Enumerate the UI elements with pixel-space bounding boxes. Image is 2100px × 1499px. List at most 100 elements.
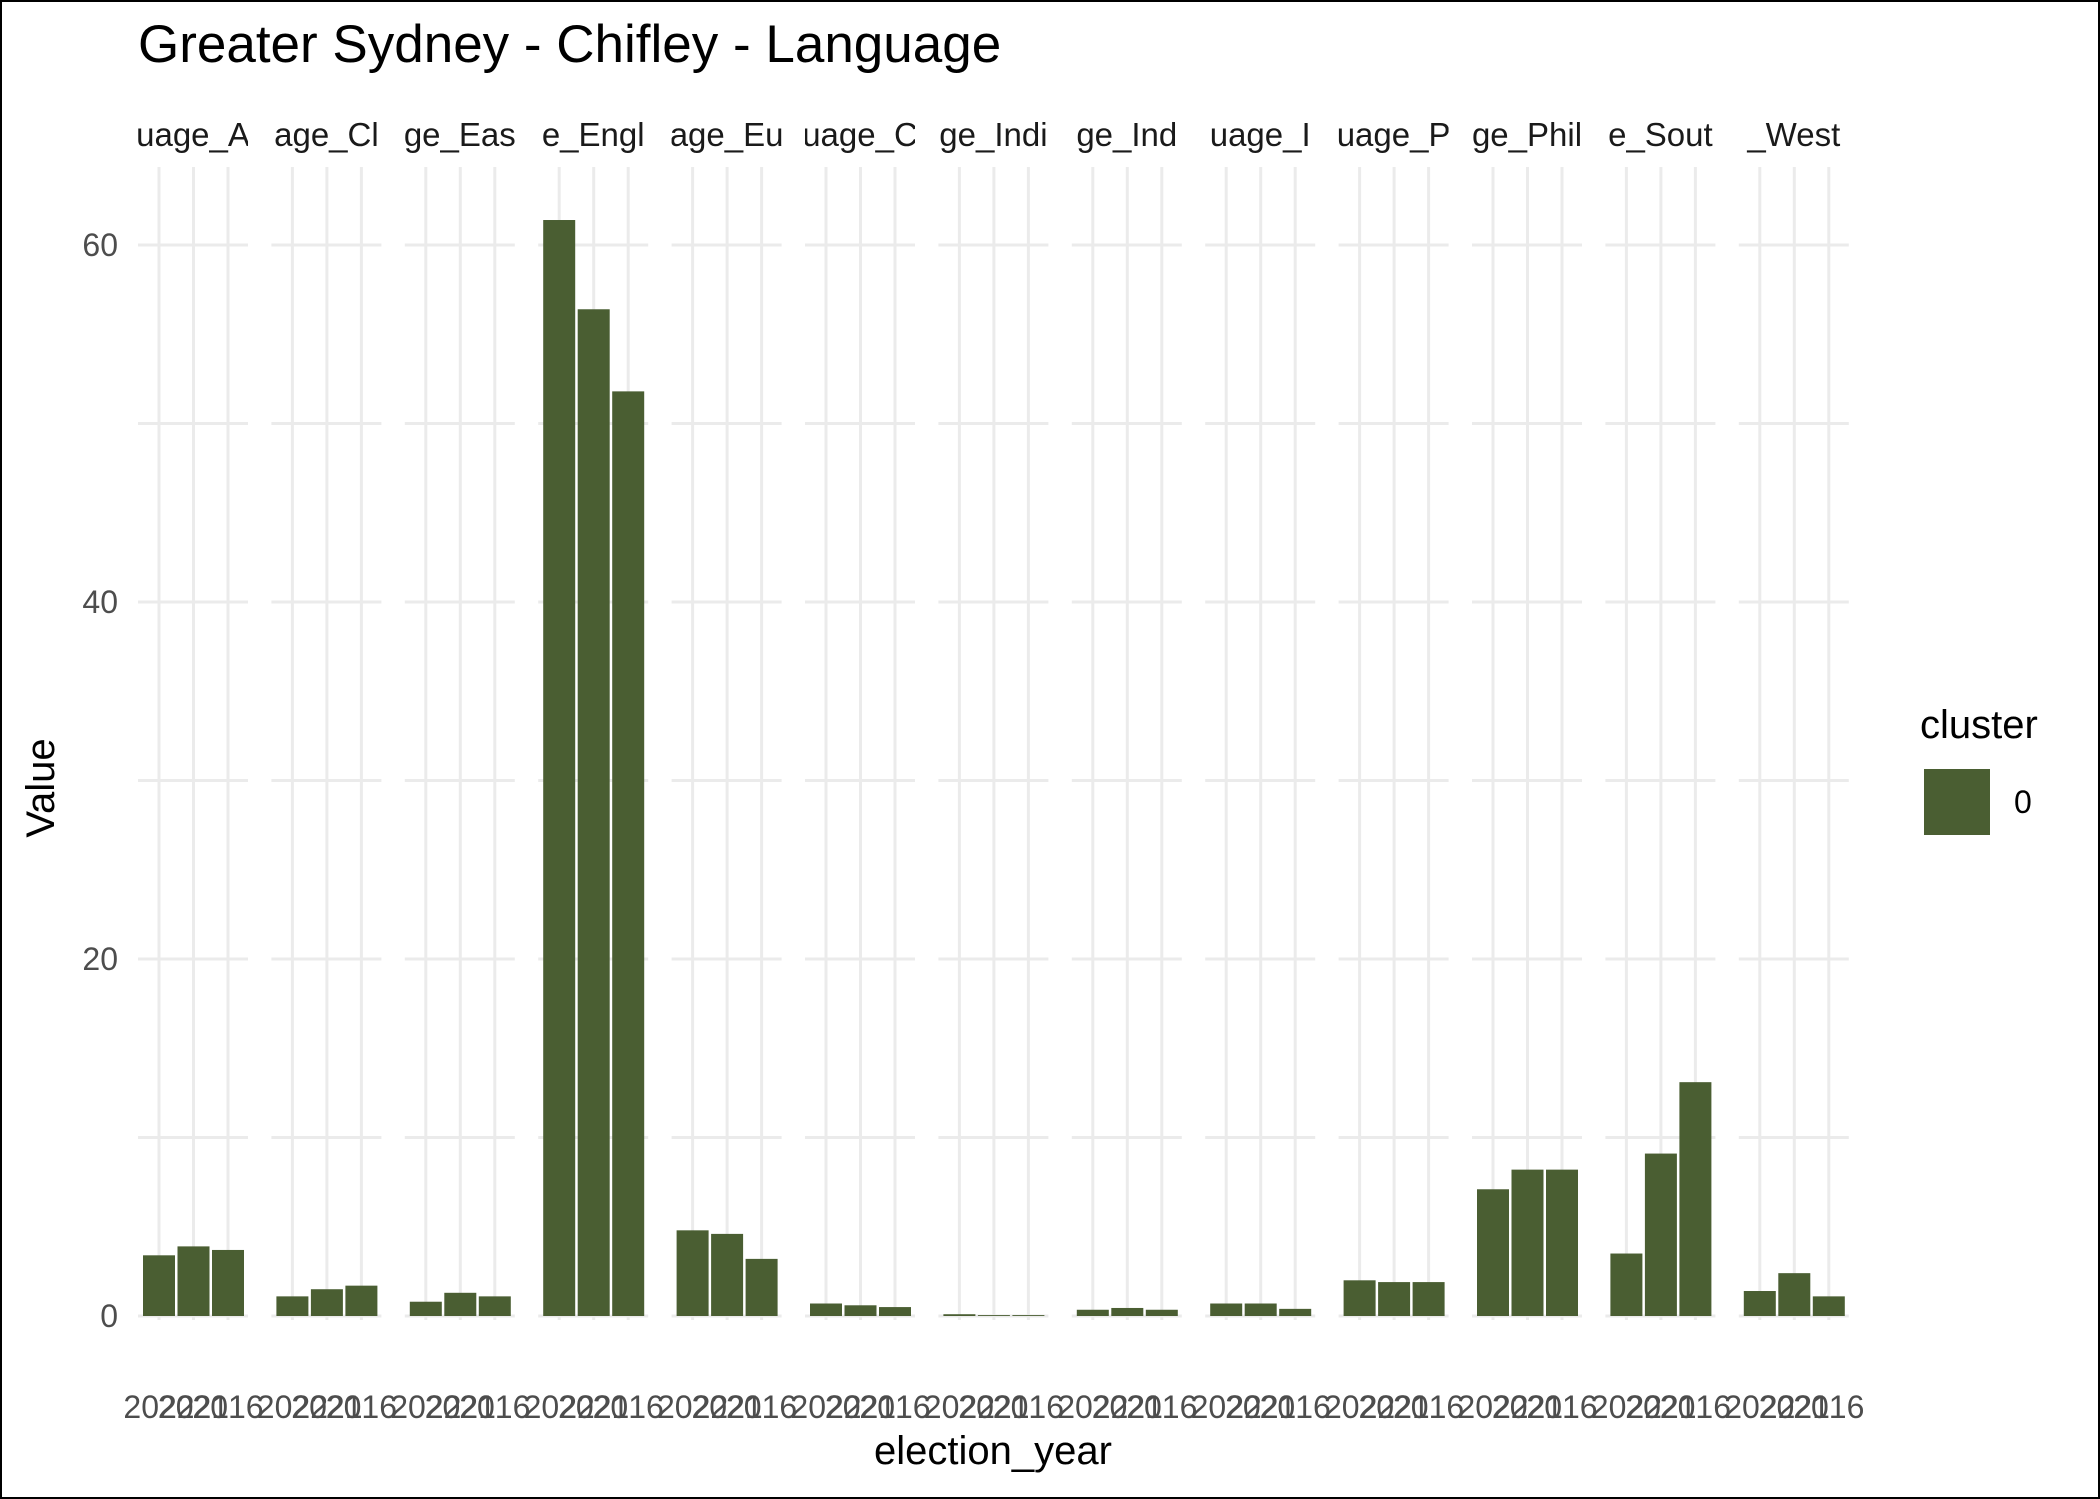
bar-e_Sout-2022 bbox=[1610, 1253, 1643, 1316]
bar-ge_Indi-2022 bbox=[943, 1314, 976, 1316]
y-axis-title: Value bbox=[19, 738, 63, 837]
x-tick-2022: 2022 bbox=[790, 1389, 861, 1425]
facet-label: e_Engl bbox=[542, 116, 645, 153]
bar-age_Cl-2021 bbox=[310, 1289, 343, 1316]
x-tick-2021: 2021 bbox=[692, 1389, 763, 1425]
x-tick-2022: 2022 bbox=[123, 1389, 194, 1425]
x-tick-2016: 2016 bbox=[459, 1389, 530, 1425]
bar-ge_Eas-2022 bbox=[409, 1301, 442, 1316]
legend-key-0 bbox=[1924, 769, 1990, 835]
bar-ge_Ind-2021 bbox=[1111, 1307, 1144, 1316]
bar-uage_I-2016 bbox=[1279, 1308, 1312, 1316]
bar-ge_Phil-2016 bbox=[1546, 1169, 1578, 1316]
bar-age_Eu-2022 bbox=[676, 1230, 709, 1316]
bar-age_Eu-2016 bbox=[745, 1258, 778, 1316]
facet-label: uage_A bbox=[136, 116, 250, 153]
bar-uage_A-2021 bbox=[177, 1246, 210, 1316]
bar-_West-2016 bbox=[1812, 1296, 1845, 1316]
x-tick-2022: 2022 bbox=[1057, 1389, 1128, 1425]
bar-ge_Ind-2022 bbox=[1076, 1309, 1109, 1316]
bar-uage_A-2016 bbox=[212, 1249, 244, 1316]
y-tick-60: 60 bbox=[82, 227, 118, 263]
facet-label: age_Cl bbox=[274, 116, 379, 153]
facet-label: _West bbox=[1746, 116, 1840, 153]
facet-label: uage_I bbox=[1210, 116, 1311, 153]
x-tick-2016: 2016 bbox=[1126, 1389, 1197, 1425]
x-tick-2016: 2016 bbox=[192, 1389, 263, 1425]
x-tick-2016: 2016 bbox=[993, 1389, 1064, 1425]
bar-ge_Phil-2022 bbox=[1477, 1189, 1509, 1316]
x-tick-2022: 2022 bbox=[1724, 1389, 1795, 1425]
y-tick-40: 40 bbox=[82, 584, 118, 620]
x-tick-2022: 2022 bbox=[524, 1389, 595, 1425]
x-tick-2016: 2016 bbox=[726, 1389, 797, 1425]
facet-label: e_Sout bbox=[1608, 116, 1713, 153]
x-tick-2022: 2022 bbox=[1457, 1389, 1528, 1425]
x-tick-2016: 2016 bbox=[859, 1389, 930, 1425]
x-tick-2022: 2022 bbox=[1324, 1389, 1395, 1425]
facet-label: age_Eu bbox=[670, 116, 784, 153]
legend-label-0: 0 bbox=[2014, 784, 2032, 820]
bar-e_Engl-2016 bbox=[612, 391, 645, 1316]
x-tick-2021: 2021 bbox=[1359, 1389, 1430, 1425]
y-axis-ticks: 0 20 40 60 bbox=[82, 227, 118, 1334]
facet-strip-labels: uage_A age_Cl ge_Eas e_Engl age_Eu uage_C ge_I… bbox=[136, 116, 1840, 153]
bar-ge_Eas-2021 bbox=[444, 1292, 477, 1316]
bar-e_Engl-2021 bbox=[577, 309, 610, 1316]
bar-e_Sout-2021 bbox=[1644, 1153, 1677, 1316]
facet-label: uage_P bbox=[1337, 116, 1451, 153]
x-tick-2022: 2022 bbox=[657, 1389, 728, 1425]
facet-label: uage_C bbox=[802, 116, 918, 153]
x-tick-2021: 2021 bbox=[1625, 1389, 1696, 1425]
x-tick-2016: 2016 bbox=[1260, 1389, 1331, 1425]
x-tick-2021: 2021 bbox=[158, 1389, 229, 1425]
x-tick-2022: 2022 bbox=[257, 1389, 328, 1425]
x-tick-2022: 2022 bbox=[1591, 1389, 1662, 1425]
x-tick-2021: 2021 bbox=[1759, 1389, 1830, 1425]
bar-uage_P-2022 bbox=[1343, 1280, 1376, 1316]
x-tick-2021: 2021 bbox=[958, 1389, 1029, 1425]
x-tick-2021: 2021 bbox=[1492, 1389, 1563, 1425]
bar-uage_C-2021 bbox=[844, 1305, 877, 1316]
bar-e_Engl-2022 bbox=[543, 220, 576, 1316]
x-tick-2016: 2016 bbox=[1793, 1389, 1864, 1425]
bar-age_Cl-2016 bbox=[345, 1285, 378, 1316]
bar-uage_C-2016 bbox=[879, 1307, 911, 1316]
x-axis-title: election_year bbox=[874, 1429, 1112, 1473]
bar-age_Eu-2021 bbox=[711, 1233, 744, 1316]
x-tick-2016: 2016 bbox=[1526, 1389, 1597, 1425]
bar-uage_C-2022 bbox=[810, 1303, 842, 1316]
y-tick-20: 20 bbox=[82, 941, 118, 977]
bar-uage_P-2021 bbox=[1378, 1282, 1411, 1316]
x-tick-2021: 2021 bbox=[558, 1389, 629, 1425]
chart-title: Greater Sydney - Chifley - Language bbox=[138, 15, 1001, 74]
bars bbox=[143, 220, 1845, 1316]
x-tick-2021: 2021 bbox=[1092, 1389, 1163, 1425]
x-tick-2021: 2021 bbox=[1225, 1389, 1296, 1425]
x-tick-2021: 2021 bbox=[825, 1389, 896, 1425]
x-tick-2016: 2016 bbox=[593, 1389, 664, 1425]
bar-ge_Indi-2021 bbox=[977, 1315, 1010, 1316]
bar-e_Sout-2016 bbox=[1679, 1082, 1712, 1316]
bar-ge_Ind-2016 bbox=[1145, 1309, 1178, 1316]
x-tick-2016: 2016 bbox=[326, 1389, 397, 1425]
facet-label: ge_Ind bbox=[1076, 116, 1177, 153]
bar-uage_I-2021 bbox=[1244, 1303, 1277, 1316]
x-tick-2022: 2022 bbox=[1191, 1389, 1262, 1425]
x-tick-2022: 2022 bbox=[390, 1389, 461, 1425]
bar-ge_Phil-2021 bbox=[1511, 1169, 1544, 1316]
bar-ge_Eas-2016 bbox=[478, 1296, 511, 1316]
y-tick-0: 0 bbox=[100, 1298, 118, 1334]
x-axis-ticks: 2022202120162022202120162022202120162022… bbox=[123, 1389, 1864, 1425]
x-tick-2016: 2016 bbox=[1393, 1389, 1464, 1425]
x-tick-2016: 2016 bbox=[1660, 1389, 1731, 1425]
bar-uage_A-2022 bbox=[143, 1255, 175, 1316]
gridlines bbox=[138, 167, 1849, 1320]
bar-uage_P-2016 bbox=[1412, 1282, 1445, 1316]
bar-uage_I-2022 bbox=[1210, 1303, 1243, 1316]
x-tick-2021: 2021 bbox=[291, 1389, 362, 1425]
bar-_West-2021 bbox=[1778, 1273, 1811, 1316]
bar-_West-2022 bbox=[1743, 1291, 1776, 1316]
